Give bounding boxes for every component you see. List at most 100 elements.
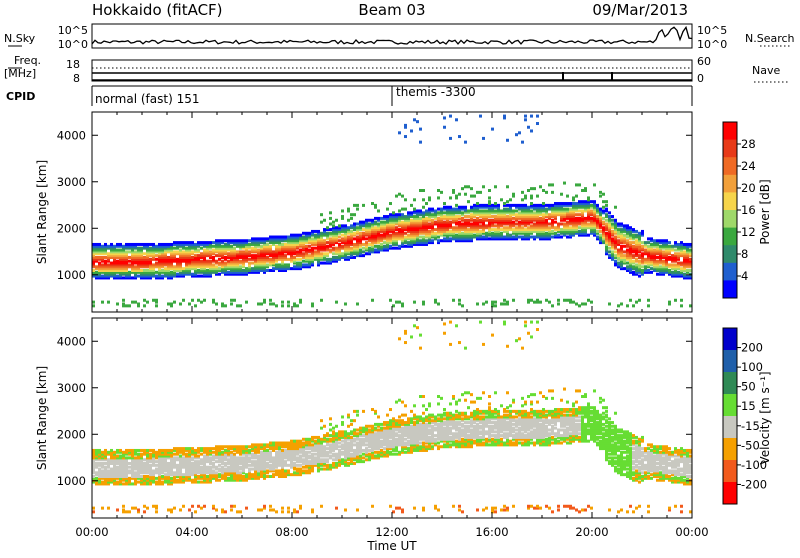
power-cell: [686, 259, 689, 263]
power-cell: [236, 252, 239, 256]
velocity-cell: [158, 458, 161, 462]
velocity-cell: [296, 467, 299, 471]
power-cell: [521, 222, 524, 226]
power-cell: [179, 252, 182, 256]
velocity-cell: [149, 478, 152, 482]
velocity-cell: [167, 463, 170, 467]
power-cell: [272, 267, 275, 271]
power-cell: [368, 248, 371, 252]
velocity-cell: [230, 445, 233, 449]
power-cell: [605, 228, 608, 232]
power-cell: [527, 207, 530, 211]
power-cell: [260, 239, 263, 243]
power-cell: [665, 248, 668, 252]
velocity-cell: [104, 461, 107, 465]
power-cell: [119, 263, 122, 267]
power-cell: [212, 257, 215, 261]
power-cell: [617, 241, 620, 245]
power-cell: [629, 269, 632, 272]
power-cell: [128, 244, 131, 248]
velocity-cell: [263, 475, 266, 478]
power-cell: [125, 259, 128, 263]
power-cell: [374, 248, 377, 252]
velocity-cell: [239, 471, 242, 475]
power-cell: [398, 246, 401, 250]
velocity-cell: [137, 471, 140, 475]
velocity-cell: [149, 463, 152, 467]
power-cell: [497, 211, 500, 215]
power-cell: [230, 272, 233, 276]
power-cell: [614, 229, 617, 233]
power-cell: [632, 241, 635, 245]
power-cell: [296, 244, 299, 248]
power-cell: [260, 248, 263, 252]
power-cell: [542, 233, 545, 237]
velocity-cell: [131, 456, 134, 460]
power-cell: [491, 220, 494, 224]
power-cell: [677, 270, 680, 274]
power-cell: [518, 131, 521, 135]
power-cell: [419, 216, 422, 220]
power-cell: [110, 244, 113, 248]
power-cell: [287, 235, 290, 239]
power-cell: [437, 226, 440, 230]
power-cell: [488, 213, 491, 217]
power-cell: [371, 239, 374, 243]
nsky-label: N.Sky: [4, 32, 36, 45]
power-cell: [146, 255, 149, 259]
power-cell: [455, 235, 458, 239]
power-cell: [395, 242, 398, 246]
velocity-cell: [308, 463, 311, 467]
power-cell: [404, 125, 407, 129]
velocity-cell: [185, 461, 188, 465]
power-cell: [245, 242, 248, 246]
power-cell: [542, 235, 545, 239]
power-cell: [203, 250, 206, 254]
velocity-cell: [95, 463, 98, 467]
power-cell: [632, 248, 635, 252]
power-cell: [653, 261, 656, 265]
power-cell: [287, 267, 290, 271]
velocity-cell: [263, 443, 266, 447]
velocity-cell: [149, 452, 152, 456]
power-cell: [332, 233, 335, 237]
velocity-cell: [233, 465, 236, 469]
power-cell: [425, 226, 428, 230]
velocity-cell: [206, 471, 209, 475]
power-cell: [395, 228, 398, 232]
velocity-cell: [251, 456, 254, 460]
power-cell: [428, 216, 431, 220]
velocity-cell: [311, 460, 314, 464]
power-cell: [299, 244, 302, 248]
velocity-cell: [140, 456, 143, 460]
power-cell: [506, 237, 509, 241]
power-cell: [173, 259, 176, 263]
power-cell: [131, 269, 134, 272]
velocity-cell: [140, 461, 143, 465]
velocity-cell: [263, 506, 266, 510]
velocity-cell: [263, 463, 266, 467]
power-cell: [137, 255, 140, 259]
power-cell: [359, 239, 362, 243]
power-cell: [155, 244, 158, 248]
velocity-cell: [98, 456, 101, 460]
velocity-cell: [191, 471, 194, 475]
power-cell: [356, 222, 359, 226]
power-cell: [524, 229, 527, 233]
power-cell: [608, 231, 611, 235]
velocity-cell: [101, 461, 104, 465]
power-cell: [122, 270, 125, 274]
velocity-cell: [137, 467, 140, 471]
velocity-cell: [326, 437, 329, 441]
velocity-cell: [131, 460, 134, 464]
power-cell: [398, 244, 401, 248]
velocity-cell: [236, 469, 239, 473]
velocity-cell: [284, 473, 287, 477]
power-cell: [278, 269, 281, 272]
power-cell: [335, 218, 338, 222]
power-cell: [419, 239, 422, 243]
power-cell: [125, 269, 128, 272]
power-cell: [557, 226, 560, 230]
power-cell: [293, 302, 296, 306]
power-cell: [650, 250, 653, 254]
